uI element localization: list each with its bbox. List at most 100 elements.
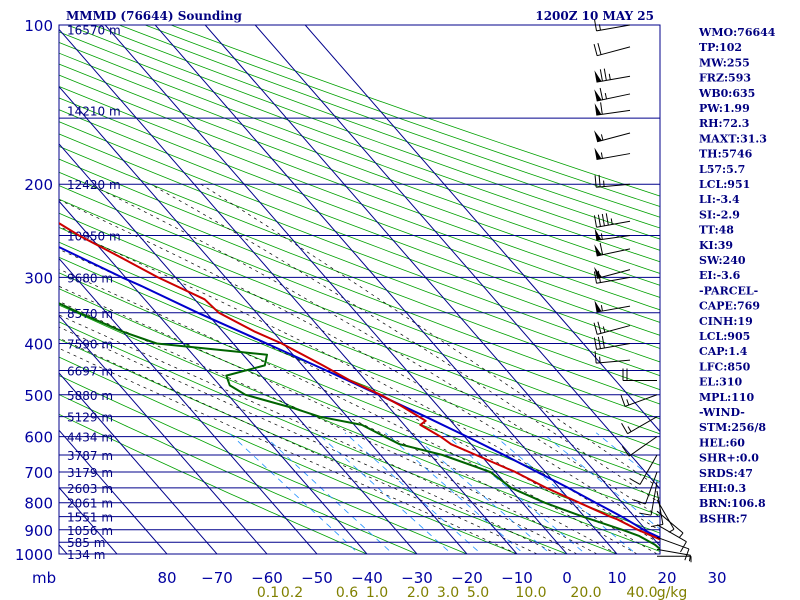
wind-barb-feather [621, 446, 630, 457]
wind-barb [639, 481, 658, 516]
wind-barb-flag [594, 130, 602, 142]
wind-barb-feather [597, 214, 601, 227]
temperature-tick-label: −10 [501, 569, 533, 587]
dry-adiabat [59, 52, 660, 274]
wind-barb-feather [599, 242, 604, 255]
wind-barb-feather [597, 270, 601, 283]
wind-barb-half-feather [599, 356, 601, 363]
wind-barb-feather [594, 175, 597, 188]
dry-adiabat [59, 321, 619, 554]
sounding-index: LCL:951 [699, 178, 750, 191]
plot-background [59, 25, 660, 554]
sounding-index: PW:1.99 [699, 102, 750, 115]
wind-barb-feather [593, 215, 598, 228]
isotherm [104, 25, 568, 554]
moist-adiabat [59, 337, 538, 554]
wind-barb-flag [594, 70, 602, 83]
wind-barb [650, 490, 664, 528]
temperature-tick-label: −40 [351, 569, 383, 587]
isotherm [59, 28, 518, 554]
wind-barb-staff [656, 499, 675, 530]
wind-barb-half-feather [602, 326, 606, 333]
wind-barb-feather [594, 351, 597, 364]
wind-barb [629, 454, 658, 485]
wind-barb-staff [596, 276, 631, 284]
dry-adiabat [59, 158, 660, 391]
sounding-index: MW:255 [699, 56, 750, 69]
wind-barb [593, 18, 631, 32]
pressure-tick-label: 500 [24, 387, 53, 405]
sounding-index: TH:5746 [699, 148, 753, 161]
wind-barb-staff [596, 359, 631, 364]
sounding-index: LI:-3.4 [699, 193, 740, 206]
wind-barb [594, 130, 631, 143]
wind-barb-staff [628, 436, 658, 457]
dry-adiabat [59, 413, 369, 554]
dry-adiabat [59, 394, 419, 554]
isotherm [0, 13, 27, 565]
mixing-ratio-label: 2.0 [407, 585, 429, 600]
x-axis-unit: mb [32, 569, 56, 587]
temperature-line [59, 221, 660, 541]
wind-barb-staff [650, 481, 658, 516]
wind-barb-feather [650, 523, 663, 528]
sounding-index: -WIND- [699, 406, 745, 419]
wind-barb-half-feather [600, 152, 603, 159]
wind-barb [621, 436, 658, 457]
isotherm [59, 372, 218, 554]
wind-barbs [593, 18, 692, 563]
height-label: 5880 m [67, 389, 113, 403]
wind-barb-feather [633, 499, 646, 505]
wind-barb [620, 394, 658, 407]
wind-barb-feather [597, 336, 601, 349]
sounding-index: EHI:0.3 [699, 482, 746, 495]
mixing-ratio-line [344, 432, 482, 554]
dry-adiabat [59, 145, 660, 377]
height-label: 2603 m [67, 482, 113, 496]
wind-barb [594, 228, 631, 241]
mixing-ratio-label: g/kg [657, 585, 688, 600]
wind-barb-feather [621, 423, 628, 434]
wind-barb-staff [656, 536, 690, 550]
plot-frame [58, 24, 661, 555]
wind-barb [594, 351, 631, 364]
wind-barb-feather [601, 213, 605, 226]
dry-adiabat [59, 42, 660, 263]
sounding-index: TP:102 [699, 41, 742, 54]
wind-barb-feather [603, 68, 607, 81]
wind-barb [621, 416, 658, 435]
mixing-ratio-line [385, 432, 525, 554]
mixing-ratio-label: 10.0 [515, 585, 546, 600]
height-label: 1551 m [67, 511, 113, 525]
temperature-tick-label: −50 [301, 569, 333, 587]
pressure-tick-label: 700 [24, 464, 53, 482]
isotherm [59, 429, 168, 554]
dry-adiabat [59, 109, 660, 336]
sounding-index: SHR+:0.0 [699, 452, 759, 465]
wind-barb [656, 510, 684, 538]
wind-barb-staff [624, 394, 658, 407]
sounding-index: LFC:850 [699, 360, 751, 373]
isotherm [59, 314, 268, 554]
wind-barb [594, 102, 631, 116]
wind-barb-flag [594, 228, 602, 241]
pressure-tick-label: 1000 [15, 546, 53, 564]
sounding-index: L57:5.7 [699, 163, 745, 176]
wind-barb-staff [596, 75, 631, 83]
wind-barb-half-feather [598, 24, 601, 31]
height-label: 2061 m [67, 497, 113, 511]
wind-barb [593, 213, 631, 228]
mixing-ratio-label: 20.0 [570, 585, 601, 600]
dry-adiabat [59, 86, 660, 311]
wind-barb-feather [597, 321, 602, 334]
wind-barb [594, 68, 631, 83]
dry-adiabat [59, 171, 660, 405]
wind-barb-staff [596, 153, 631, 160]
pressure-tick-label: 300 [24, 269, 53, 287]
mixing-ratio-line [490, 432, 637, 554]
height-label: 1056 m [67, 524, 113, 538]
sounding-index: EL:310 [699, 376, 742, 389]
sounding-index: WB0:635 [698, 87, 755, 100]
wind-barb-staff [639, 454, 658, 485]
